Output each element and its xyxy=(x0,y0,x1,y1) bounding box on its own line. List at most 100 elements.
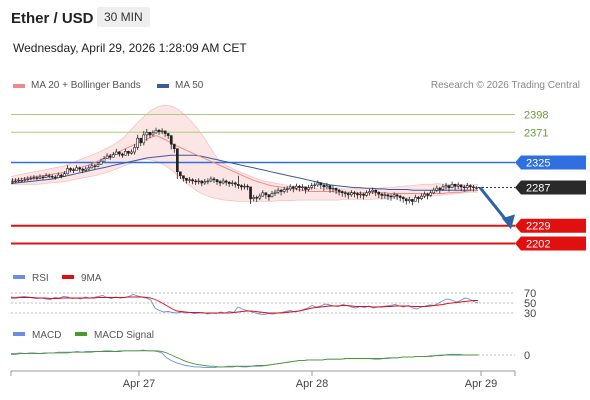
level-label-2371: 2371 xyxy=(524,127,548,139)
level-label-2287: 2287 xyxy=(526,183,550,195)
rsi-legend-swatch xyxy=(13,275,25,279)
candle-up xyxy=(285,188,289,190)
candle-up xyxy=(383,194,387,196)
candle-up xyxy=(365,192,368,196)
candle-down xyxy=(304,186,307,190)
candle-down xyxy=(438,187,442,190)
candle-up xyxy=(432,189,436,194)
candle-up xyxy=(32,177,36,179)
candle-up xyxy=(114,151,118,155)
candle-up xyxy=(56,174,60,179)
candle-up xyxy=(124,151,127,156)
candle-down xyxy=(453,184,457,187)
research-credit: Research © 2026 Trading Central xyxy=(430,80,580,91)
candle-down xyxy=(246,185,249,188)
candle-down xyxy=(227,182,231,184)
timeframe-badge[interactable]: 30 MIN xyxy=(97,7,150,27)
forecast-arrow-shaft xyxy=(478,186,510,224)
candle-down xyxy=(468,185,472,188)
candle-down xyxy=(78,167,81,170)
candle-down xyxy=(279,189,283,192)
candle-down xyxy=(224,180,228,183)
candle-up xyxy=(23,179,27,181)
ma20-swatch xyxy=(13,83,25,88)
candle-down xyxy=(298,185,301,188)
candle-down xyxy=(163,130,167,134)
candle-up xyxy=(273,191,277,194)
level-tag-2325 xyxy=(515,155,586,170)
candle-down xyxy=(356,193,359,196)
level-tag-2202 xyxy=(515,236,586,251)
candle-down xyxy=(255,197,259,199)
candle-up xyxy=(154,130,158,134)
macd-signal-legend-swatch xyxy=(75,332,87,336)
candle-up xyxy=(294,185,298,189)
candle-down xyxy=(322,184,326,188)
candle-down xyxy=(47,175,51,177)
candle-down xyxy=(108,155,112,158)
candle-down xyxy=(374,189,378,193)
candle-down xyxy=(139,137,143,144)
candle-up xyxy=(288,186,292,190)
candle-up xyxy=(203,181,207,184)
macd-legend-swatch xyxy=(13,332,25,336)
candle-down xyxy=(264,192,268,196)
candle-up xyxy=(130,151,133,154)
candle-up xyxy=(465,185,469,188)
level-label-2398: 2398 xyxy=(524,109,548,121)
candle-up xyxy=(20,180,24,182)
candle-down xyxy=(410,199,414,202)
candle-down xyxy=(93,165,97,167)
candle-up xyxy=(420,195,423,200)
candle-down xyxy=(319,182,323,186)
candle-up xyxy=(90,165,94,169)
candle-down xyxy=(343,192,347,194)
candle-up xyxy=(87,167,91,170)
candle-down xyxy=(389,195,393,198)
candle-down xyxy=(50,176,54,178)
candle-down xyxy=(127,151,130,154)
candle-up xyxy=(282,189,286,192)
candle-down xyxy=(191,179,194,182)
candle-up xyxy=(111,154,115,158)
candle-up xyxy=(197,180,201,183)
candle-up xyxy=(96,164,100,167)
candle-down xyxy=(237,184,240,186)
candle-up xyxy=(475,187,478,189)
level-label-2202: 2202 xyxy=(526,239,550,251)
candle-up xyxy=(151,132,155,136)
candle-down xyxy=(69,168,72,171)
candle-down xyxy=(148,132,152,136)
candle-down xyxy=(398,195,402,198)
candle-up xyxy=(316,182,320,186)
legend-ma50: MA 50 xyxy=(157,80,203,91)
level-tag-2287 xyxy=(515,180,586,195)
candle-down xyxy=(395,194,399,197)
candle-up xyxy=(62,173,66,177)
candle-up xyxy=(331,187,335,190)
level-tag-2229 xyxy=(515,218,586,233)
candle-up xyxy=(258,195,262,199)
candle-up xyxy=(29,178,33,180)
candle-down xyxy=(334,187,338,191)
candle-up xyxy=(102,158,106,162)
candle-down xyxy=(53,176,57,179)
candle-up xyxy=(209,178,213,182)
candle-down xyxy=(340,191,344,194)
candle-down xyxy=(35,177,39,179)
level-label-2229: 2229 xyxy=(526,221,550,233)
candle-down xyxy=(157,130,161,132)
candle-up xyxy=(441,186,445,190)
candle-up xyxy=(276,189,280,193)
macd-legend-label: MACD xyxy=(32,330,61,341)
candle-up xyxy=(230,182,234,184)
candle-down xyxy=(459,184,463,188)
rsi-tick-30: 30 xyxy=(524,308,536,320)
candle-down xyxy=(377,191,381,195)
legend-ma20-label: MA 20 + Bollinger Bands xyxy=(31,80,141,91)
candle-up xyxy=(270,193,274,198)
candle-up xyxy=(145,132,149,136)
legend-ma50-label: MA 50 xyxy=(175,80,204,91)
candle-up xyxy=(188,179,191,181)
candle-down xyxy=(337,189,341,192)
